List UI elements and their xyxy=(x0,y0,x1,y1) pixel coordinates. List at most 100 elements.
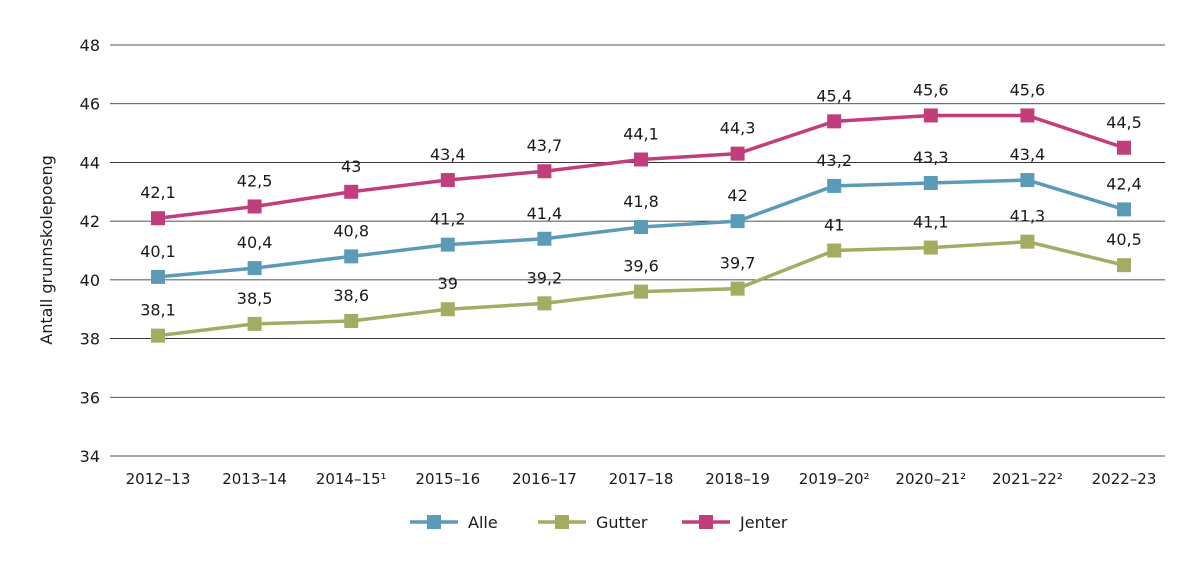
data-label: 38,5 xyxy=(237,289,273,308)
x-tick-label: 2021–22² xyxy=(992,470,1063,488)
data-label: 42,1 xyxy=(140,183,176,202)
y-tick-label: 42 xyxy=(80,212,100,231)
data-label: 43,2 xyxy=(816,151,852,170)
data-label: 38,1 xyxy=(140,301,176,320)
data-point xyxy=(827,243,842,258)
legend-marker xyxy=(555,515,569,529)
series-gutter: 38,1 38,5 38,6 39 39,2 39,6 39,7 41 41,1 41,3 40,5 xyxy=(140,207,1142,343)
data-point xyxy=(827,114,842,129)
series-jenter: 42,1 42,5 43 43,4 43,7 44,1 44,3 45,4 45,6 45,6 44… xyxy=(140,80,1142,226)
data-label: 43,4 xyxy=(430,145,466,164)
y-tick-label: 36 xyxy=(80,388,100,407)
legend-marker xyxy=(699,515,713,529)
data-label: 41,1 xyxy=(913,213,949,232)
legend-item-jenter: Jenter xyxy=(682,513,788,532)
data-label: 44,5 xyxy=(1106,113,1142,132)
data-point xyxy=(730,146,745,161)
data-label: 42,5 xyxy=(237,171,273,190)
data-point xyxy=(1020,108,1035,123)
legend-marker xyxy=(427,515,441,529)
data-point xyxy=(151,328,165,343)
data-point xyxy=(730,214,745,229)
y-tick-label: 46 xyxy=(80,95,100,114)
data-point xyxy=(827,178,842,193)
x-tick-label: 2018–19 xyxy=(705,470,770,488)
data-point xyxy=(537,296,552,311)
data-label: 43 xyxy=(341,157,361,176)
y-tick-label: 38 xyxy=(80,330,100,349)
y-axis-label: Antall grunnskolepoeng xyxy=(37,155,56,345)
x-tick-label: 2015–16 xyxy=(415,470,480,488)
data-point xyxy=(537,164,552,179)
data-label: 38,6 xyxy=(333,286,369,305)
data-label: 45,4 xyxy=(816,86,852,105)
data-point xyxy=(537,231,552,246)
y-tick-label: 44 xyxy=(80,153,100,172)
data-point xyxy=(151,211,165,226)
x-tick-label: 2014–15¹ xyxy=(316,470,387,488)
x-tick-label: 2016–17 xyxy=(512,470,577,488)
data-label: 42,4 xyxy=(1106,174,1142,193)
data-label: 40,5 xyxy=(1106,230,1142,249)
data-point xyxy=(634,284,648,299)
x-tick-label: 2022–23 xyxy=(1092,470,1157,488)
data-label: 44,3 xyxy=(720,119,756,138)
data-label: 40,4 xyxy=(237,233,273,252)
legend-item-alle: Alle xyxy=(410,513,498,532)
data-point xyxy=(344,313,359,328)
data-label: 40,8 xyxy=(333,221,369,240)
x-tick-label: 2013–14 xyxy=(222,470,287,488)
legend-label: Alle xyxy=(468,513,498,532)
data-point xyxy=(440,173,455,188)
legend-label: Jenter xyxy=(739,513,788,532)
data-point xyxy=(730,281,745,296)
data-label: 39,7 xyxy=(720,254,756,273)
x-tick-label: 2019–20² xyxy=(799,470,870,488)
data-label: 41,3 xyxy=(1010,207,1046,226)
legend: Alle Gutter Jenter xyxy=(410,513,788,532)
data-point xyxy=(440,302,455,317)
y-tick-label: 34 xyxy=(80,447,100,466)
data-point xyxy=(440,237,455,252)
x-tick-label: 2020–21² xyxy=(895,470,966,488)
data-label: 41,4 xyxy=(527,204,563,223)
data-label: 40,1 xyxy=(140,242,176,261)
data-label: 43,3 xyxy=(913,148,949,167)
data-point xyxy=(344,184,359,199)
data-point xyxy=(923,240,938,255)
x-tick-label: 2017–18 xyxy=(609,470,674,488)
y-tick-label: 40 xyxy=(80,271,100,290)
y-tick-label: 48 xyxy=(80,36,100,55)
data-point xyxy=(634,152,648,167)
data-label: 43,4 xyxy=(1010,145,1046,164)
data-point xyxy=(344,249,359,264)
data-label: 41 xyxy=(824,216,844,235)
data-label: 44,1 xyxy=(623,124,659,143)
data-label: 42 xyxy=(727,186,747,205)
x-tick-label: 2012–13 xyxy=(126,470,191,488)
data-point xyxy=(151,269,165,284)
series-alle: 40,1 40,4 40,8 41,2 41,4 41,8 42 43,2 43,3 43,4 42… xyxy=(140,145,1142,284)
data-point xyxy=(1020,173,1035,188)
data-point xyxy=(923,175,938,190)
data-point xyxy=(1117,258,1131,273)
data-label: 39,2 xyxy=(527,268,563,287)
x-tick-labels: 2012–13 2013–14 2014–15¹ 2015–16 2016–17 2017… xyxy=(126,470,1157,488)
data-label: 41,8 xyxy=(623,192,659,211)
data-point xyxy=(1020,234,1035,249)
data-label: 45,6 xyxy=(1010,80,1046,99)
data-point xyxy=(247,261,262,276)
data-point xyxy=(923,108,938,123)
data-point xyxy=(247,199,262,214)
data-label: 39,6 xyxy=(623,257,659,276)
data-point xyxy=(634,220,648,235)
legend-item-gutter: Gutter xyxy=(538,513,648,532)
data-label: 39 xyxy=(438,274,458,293)
y-tick-labels: 34 36 38 40 42 44 46 48 xyxy=(80,36,100,466)
data-label: 43,7 xyxy=(527,136,563,155)
data-label: 41,2 xyxy=(430,210,466,229)
data-point xyxy=(247,316,262,331)
data-point xyxy=(1117,140,1131,155)
legend-label: Gutter xyxy=(596,513,648,532)
